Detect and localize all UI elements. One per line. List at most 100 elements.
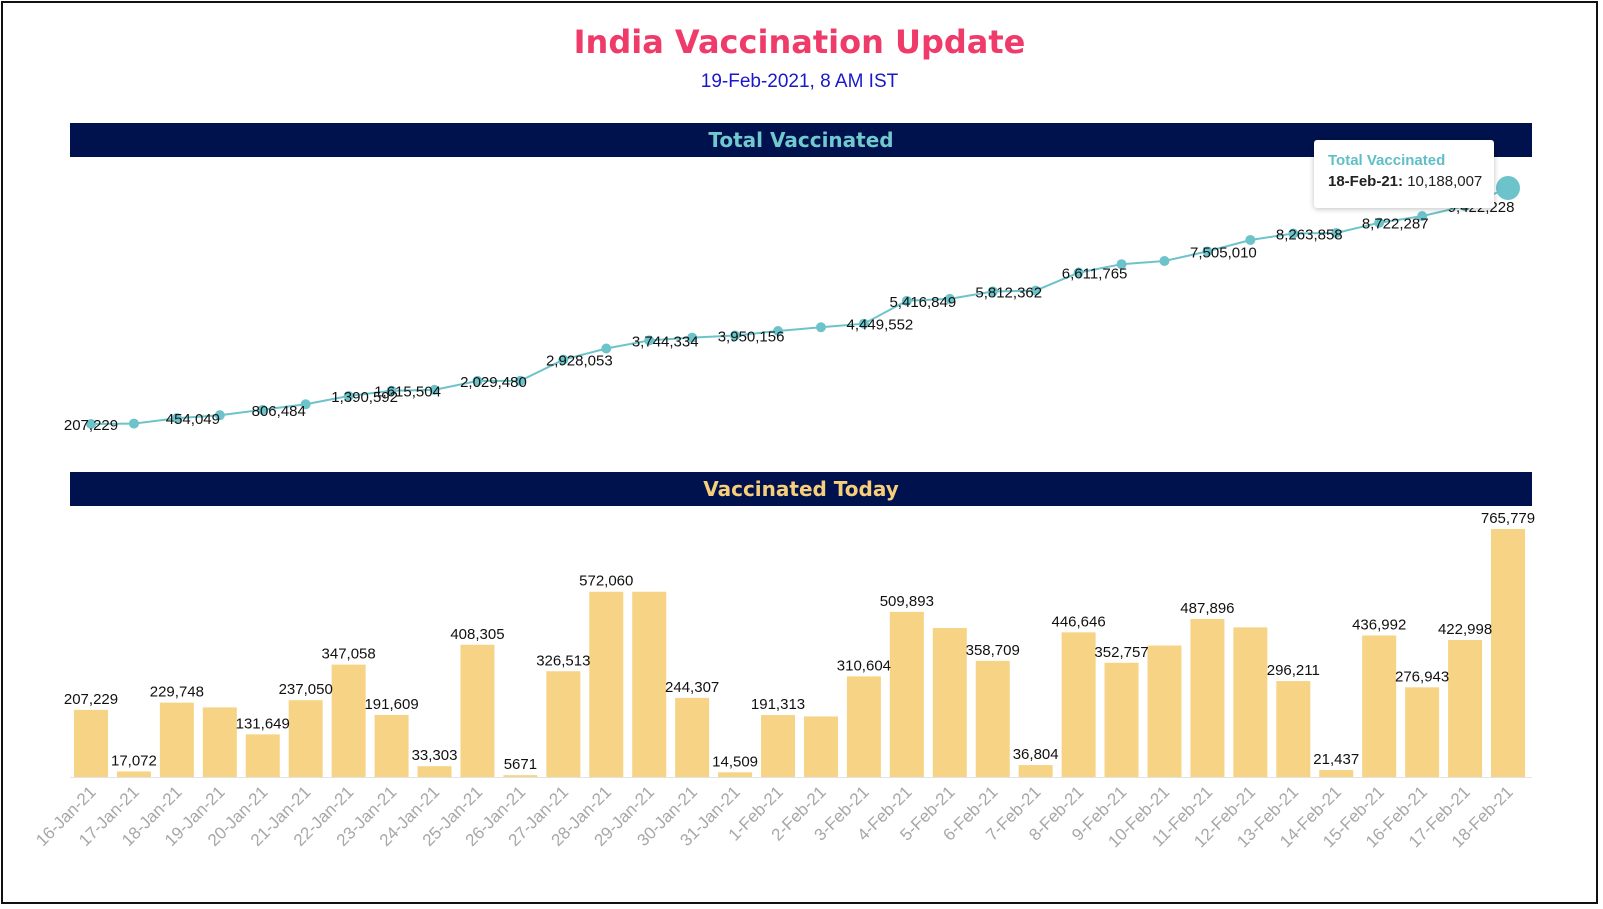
line-point[interactable] — [858, 318, 869, 329]
bar-data-label: 326,513 — [536, 652, 590, 669]
vaccinated-today-header: Vaccinated Today — [70, 472, 1532, 506]
bar-data-label: 237,050 — [279, 681, 333, 698]
line-data-label: 8,722,287 — [1362, 216, 1429, 233]
line-point[interactable] — [987, 286, 998, 297]
line-point[interactable] — [1202, 246, 1213, 257]
bar[interactable] — [374, 714, 409, 777]
line-point[interactable] — [944, 293, 955, 304]
bar[interactable] — [202, 707, 237, 777]
bar[interactable] — [932, 628, 967, 777]
line-point[interactable] — [1073, 267, 1084, 278]
line-point[interactable] — [1030, 285, 1041, 296]
bar[interactable] — [803, 716, 838, 777]
bar-data-label: 21,437 — [1313, 751, 1359, 768]
line-point[interactable] — [1159, 256, 1170, 267]
bar[interactable] — [1319, 770, 1354, 777]
bar-data-label: 131,649 — [236, 715, 290, 732]
line-data-label: 1,615,504 — [374, 384, 441, 401]
bar-data-label: 487,896 — [1180, 600, 1234, 617]
line-point[interactable] — [1374, 217, 1385, 228]
bar[interactable] — [632, 591, 667, 777]
bar[interactable] — [159, 702, 194, 777]
bar[interactable] — [975, 660, 1010, 777]
line-data-label: 806,484 — [252, 403, 306, 420]
line-point[interactable] — [1417, 211, 1428, 222]
bar[interactable] — [546, 671, 581, 777]
bar[interactable] — [1405, 687, 1440, 777]
line-point[interactable] — [815, 322, 826, 333]
bar[interactable] — [460, 644, 495, 777]
tooltip-series-name: Total Vaccinated — [1328, 152, 1446, 169]
line-point[interactable] — [300, 399, 311, 410]
hover-tooltip: Total Vaccinated 18-Feb-21: 10,188,007 — [1314, 140, 1494, 208]
line-point[interactable] — [86, 419, 96, 429]
line-point[interactable] — [1496, 176, 1520, 200]
bar[interactable] — [1061, 632, 1096, 777]
bar[interactable] — [589, 591, 624, 777]
line-point[interactable] — [257, 404, 268, 415]
line-point[interactable] — [1288, 228, 1299, 239]
line-data-label: 2,029,480 — [460, 374, 527, 391]
bar[interactable] — [761, 715, 796, 777]
bar-data-label: 572,060 — [579, 573, 633, 590]
bar[interactable] — [288, 700, 323, 777]
bar[interactable] — [1448, 640, 1483, 777]
bar-data-label: 276,943 — [1395, 668, 1449, 685]
line-point[interactable] — [429, 384, 440, 395]
bar-data-label: 36,804 — [1013, 746, 1059, 763]
bar-data-label: 352,757 — [1094, 644, 1148, 661]
line-point[interactable] — [558, 354, 569, 365]
tooltip-date: 18-Feb-21: — [1328, 173, 1404, 190]
line-data-label: 3,744,334 — [632, 333, 699, 350]
line-point[interactable] — [214, 410, 225, 421]
bar[interactable] — [1018, 765, 1053, 777]
line-point[interactable] — [1116, 259, 1127, 270]
line-point[interactable] — [730, 330, 741, 341]
bar-data-label: 191,313 — [751, 696, 805, 713]
line-point[interactable] — [128, 418, 139, 429]
line-data-label: 6,611,765 — [1062, 266, 1128, 283]
bar[interactable] — [417, 766, 452, 777]
line-point[interactable] — [171, 413, 182, 424]
line-data-label: 5,812,362 — [975, 284, 1042, 301]
bar[interactable] — [718, 772, 753, 777]
page-title: India Vaccination Update — [573, 23, 1026, 61]
bar[interactable] — [1147, 645, 1182, 777]
line-data-label: 207,229 — [64, 417, 118, 434]
bar[interactable] — [675, 697, 710, 777]
line-point[interactable] — [386, 385, 397, 396]
bar[interactable] — [1233, 627, 1268, 777]
page-subtitle: 19-Feb-2021, 8 AM IST — [700, 71, 899, 92]
bar-data-label: 446,646 — [1051, 613, 1105, 630]
bar[interactable] — [1190, 618, 1225, 777]
line-point[interactable] — [644, 335, 655, 346]
line-data-label: 1,390,592 — [331, 389, 398, 406]
line-point[interactable] — [1331, 227, 1342, 238]
bar[interactable] — [503, 775, 538, 777]
bar[interactable] — [331, 664, 366, 777]
bar[interactable] — [245, 734, 280, 777]
line-point[interactable] — [601, 343, 612, 354]
line-point[interactable] — [773, 325, 784, 336]
line-point[interactable] — [1245, 234, 1256, 245]
bar[interactable] — [1276, 681, 1311, 777]
line-point[interactable] — [901, 295, 912, 306]
bar[interactable] — [1362, 635, 1397, 777]
bar[interactable] — [889, 611, 924, 777]
bar[interactable] — [1104, 662, 1139, 777]
bar[interactable] — [846, 676, 881, 777]
total-vaccinated-header: Total Vaccinated — [70, 123, 1532, 157]
bar-data-label: 244,307 — [665, 679, 719, 696]
bar[interactable] — [74, 709, 108, 777]
line-point[interactable] — [472, 375, 483, 386]
bar[interactable] — [116, 771, 151, 777]
line-point[interactable] — [515, 375, 526, 386]
line-point[interactable] — [687, 332, 698, 343]
line-data-label: 2,928,053 — [546, 353, 613, 370]
bar-data-label: 408,305 — [450, 626, 504, 643]
total-vaccinated-line — [90, 187, 1509, 425]
bar-data-label: 310,604 — [837, 657, 891, 674]
line-point[interactable] — [343, 391, 354, 402]
bar[interactable] — [1491, 529, 1525, 777]
